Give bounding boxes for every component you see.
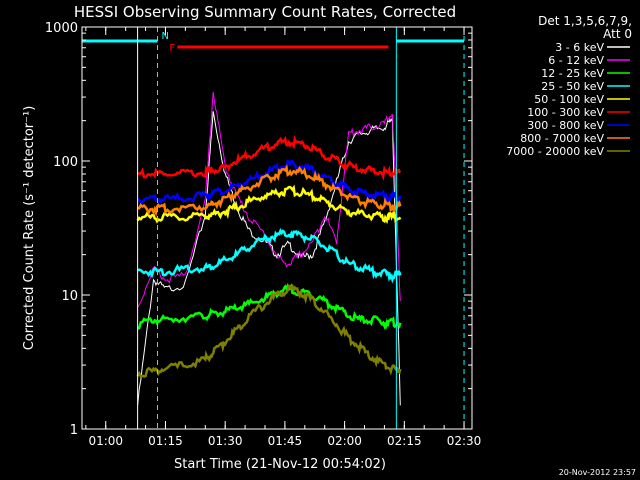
- series-line-0: [137, 111, 401, 406]
- legend-label-7: 800 - 7000 keV: [520, 132, 604, 145]
- x-tick-label-3: 01:45: [268, 434, 303, 448]
- plot-frame: [81, 26, 473, 430]
- legend-label-2: 12 - 25 keV: [541, 67, 604, 80]
- x-tick-label-5: 02:15: [387, 434, 422, 448]
- y-tick-label-1: 10: [61, 289, 78, 304]
- y-axis-label: Corrected Count Rate (s⁻¹ detector⁻¹): [22, 106, 37, 351]
- legend-label-5: 100 - 300 keV: [527, 106, 604, 119]
- series-line-1: [137, 91, 401, 308]
- legend-label-6: 300 - 800 keV: [527, 119, 604, 132]
- x-axis-label: Start Time (21-Nov-12 00:54:02): [174, 457, 386, 472]
- legend-header-line-2: Att 0: [603, 27, 632, 41]
- x-tick-label-2: 01:30: [208, 434, 243, 448]
- x-tick-label-6: 02:30: [447, 434, 482, 448]
- legend-label-4: 50 - 100 keV: [534, 93, 604, 106]
- series-line-5: [137, 134, 402, 181]
- x-tick-label-0: 01:00: [88, 434, 123, 448]
- legend-label-3: 25 - 50 keV: [541, 80, 604, 93]
- legend-label-0: 3 - 6 keV: [555, 41, 604, 54]
- x-tick-label-4: 02:00: [327, 434, 362, 448]
- band-label-0: N: [162, 31, 169, 42]
- series-layer: [136, 91, 402, 406]
- y-axis: 1 10 100 1000: [45, 21, 472, 438]
- series-line-4: [136, 184, 402, 225]
- y-tick-label-0: 1: [70, 423, 78, 438]
- series-line-8: [136, 284, 402, 378]
- legend-label-8: 7000 - 20000 keV: [506, 145, 604, 158]
- observing-bands: NF: [82, 31, 465, 54]
- band-label-2: F: [169, 43, 175, 54]
- chart-title: HESSI Observing Summary Count Rates, Cor…: [74, 3, 456, 21]
- series-line-7: [137, 164, 402, 217]
- timestamp: 20-Nov-2012 23:57: [559, 468, 636, 477]
- y-tick-label-2: 100: [53, 155, 78, 170]
- y-tick-label-3: 1000: [45, 21, 78, 36]
- series-line-6: [137, 159, 402, 205]
- legend-header-line-1: Det 1,3,5,6,7,9,: [538, 14, 632, 28]
- legend-label-1: 6 - 12 keV: [548, 54, 604, 67]
- x-axis: 01:00 01:15 01:30 01:45 02:00 02:15 02:30: [85, 27, 482, 448]
- x-tick-label-1: 01:15: [148, 434, 183, 448]
- series-line-3: [137, 227, 402, 284]
- reference-lines: [137, 27, 465, 429]
